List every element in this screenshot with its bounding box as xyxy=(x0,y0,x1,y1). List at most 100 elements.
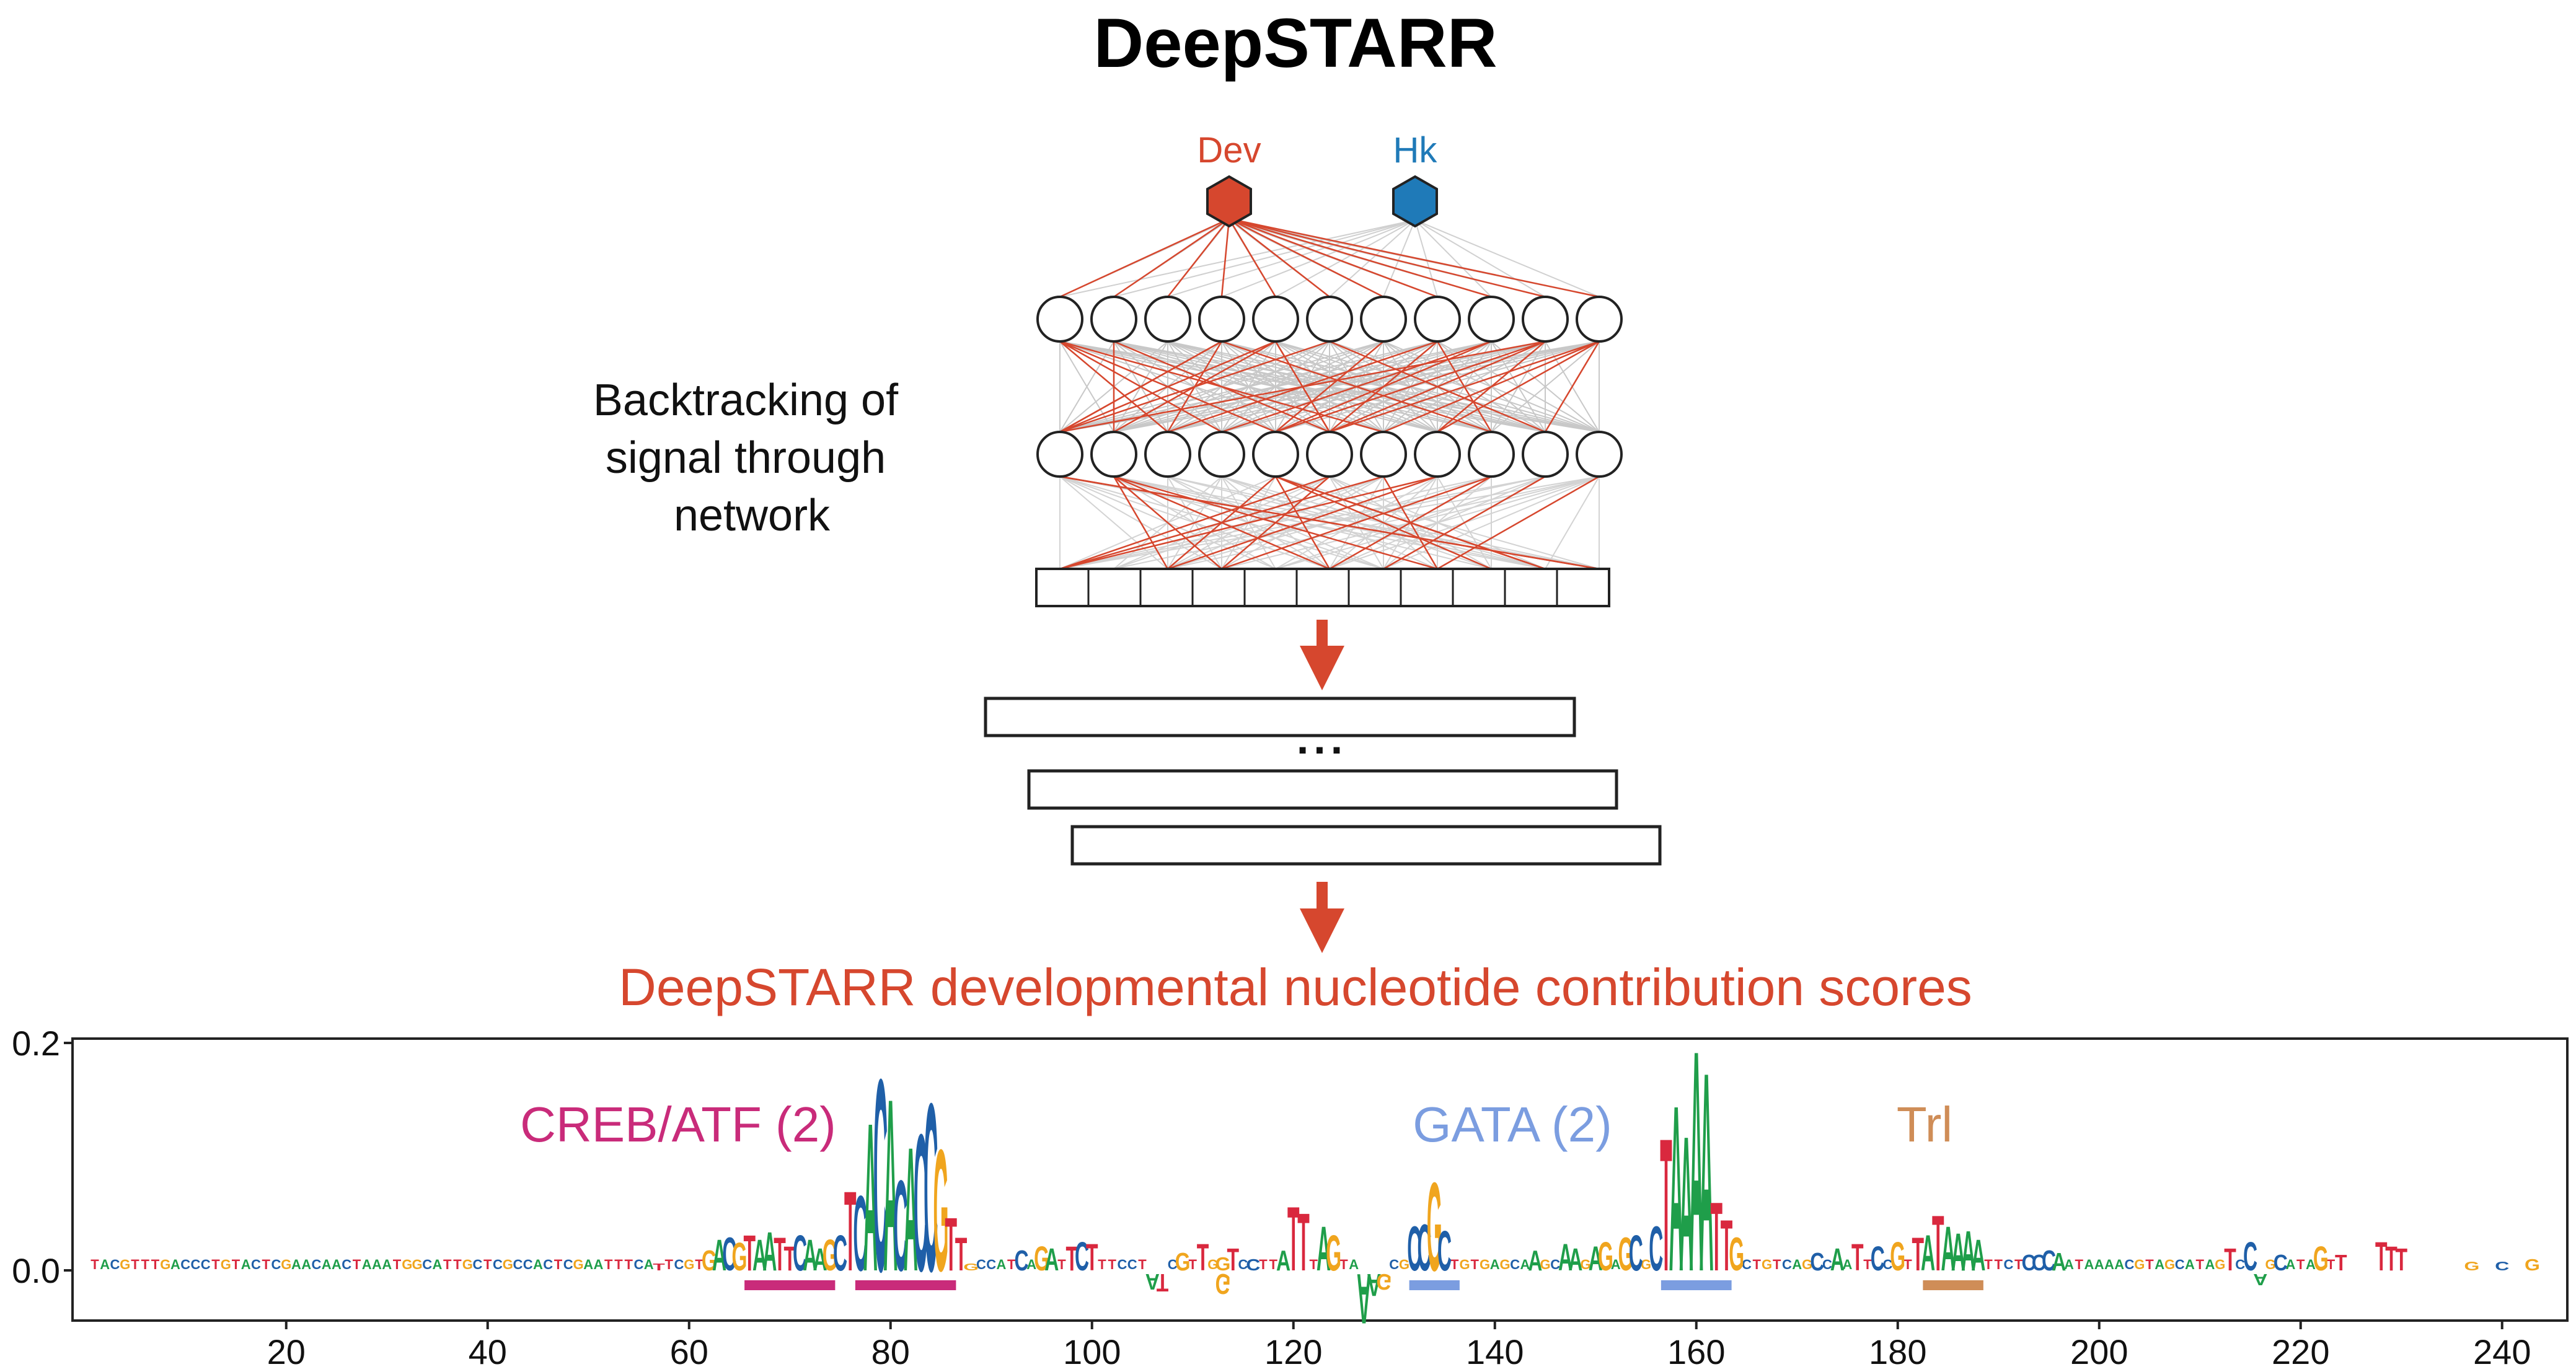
logo-letter: G xyxy=(1207,1257,1218,1272)
logo-letter: A xyxy=(2185,1257,2195,1272)
neuron-l1-1 xyxy=(1036,296,1083,343)
edge-red xyxy=(1228,218,1277,297)
edge-red xyxy=(1329,340,1546,433)
logo-peak-letter: G xyxy=(2525,1257,2540,1274)
edge-gray xyxy=(1383,476,1600,569)
x-tick-label: 20 xyxy=(267,1332,306,1371)
edge-red xyxy=(1228,218,1438,298)
logo-letter: A xyxy=(1490,1257,1500,1272)
x-tick-label: 240 xyxy=(2473,1332,2531,1371)
logo-peak-letter: T xyxy=(1721,1205,1733,1286)
backtracking-label: Backtracking of signal through network xyxy=(593,376,911,540)
edge-gray xyxy=(1059,341,1114,433)
logo-peak-letter: A xyxy=(1830,1242,1845,1278)
logo-peak-letter: A xyxy=(1276,1245,1290,1277)
logo-peak-letter: G xyxy=(1215,1268,1231,1299)
logo-peak-letter: C xyxy=(1246,1257,1260,1274)
logo-letter: G xyxy=(1399,1257,1409,1272)
backtracking-label-line-1: Backtracking of xyxy=(593,376,899,425)
edge-red xyxy=(1113,340,1276,433)
logo-letter: T xyxy=(2014,1257,2023,1272)
neuron-l2-2 xyxy=(1090,431,1137,478)
edge-gray xyxy=(1414,219,1492,297)
x-tick-label: 220 xyxy=(2272,1332,2329,1371)
logo-letter: T xyxy=(1108,1257,1117,1272)
logo-peak-letter: A xyxy=(1679,1096,1693,1311)
logo-peak-letter: C xyxy=(2243,1234,2257,1280)
logo-letter: T xyxy=(2296,1257,2305,1272)
logo-peak-letter: C xyxy=(1014,1245,1028,1277)
edge-gray xyxy=(1275,476,1600,569)
edge-gray xyxy=(1545,476,1600,569)
neuron-l1-9 xyxy=(1468,296,1515,343)
logo-letter: A xyxy=(301,1257,311,1272)
logo-letter: T xyxy=(1903,1257,1912,1272)
logo-peak-letter: T xyxy=(1197,1237,1209,1279)
network-edges-highlighted xyxy=(1059,218,1600,570)
logo-letter: T xyxy=(90,1257,99,1272)
logo-letter: T xyxy=(1450,1257,1459,1272)
logo-letter: C xyxy=(674,1257,684,1272)
logo-letter: T xyxy=(1269,1257,1278,1272)
logo-peak-letter: C xyxy=(722,1228,736,1281)
logo-peak-letter: A xyxy=(1669,1057,1683,1321)
logo-letter: G xyxy=(1459,1257,1470,1272)
x-tick-label: 140 xyxy=(1466,1332,1524,1371)
edge-red xyxy=(1113,475,1330,570)
logo-peak-letter: T xyxy=(783,1239,796,1278)
neuron-l1-11 xyxy=(1576,296,1623,343)
logo-letter: C xyxy=(271,1257,281,1272)
y-tick-label: 0.2 xyxy=(12,1024,60,1063)
logo-peak-letter: C xyxy=(1871,1239,1885,1278)
logo-peak-letter: A xyxy=(1921,1226,1935,1282)
edge-red xyxy=(1228,218,1492,298)
edge-gray xyxy=(1414,219,1600,297)
logo-letter: T xyxy=(2196,1257,2205,1272)
logo-peak-letter: T xyxy=(1932,1199,1944,1288)
x-tick-label: 40 xyxy=(469,1332,507,1371)
neuron-l2-10 xyxy=(1522,431,1569,478)
edge-red xyxy=(1329,340,1600,433)
logo-letter: C xyxy=(2235,1257,2245,1272)
logo-letter: C xyxy=(523,1257,533,1272)
logo-letter: C xyxy=(2175,1257,2185,1272)
edge-red xyxy=(1221,476,1330,569)
logo-peak-letter: C xyxy=(873,1021,888,1329)
logo-letter: T xyxy=(554,1257,563,1272)
logo-letter: C xyxy=(473,1257,483,1272)
sequence-window-3 xyxy=(1070,825,1662,866)
logo-peak-letter: T xyxy=(653,1262,665,1273)
logo-letter: C xyxy=(342,1257,351,1272)
logo-letter: T xyxy=(262,1257,271,1272)
output-label-dev: Dev xyxy=(1197,130,1261,170)
neuron-l2-6 xyxy=(1306,431,1353,478)
logo-peak-letter: T xyxy=(743,1226,756,1282)
logo-letter: A xyxy=(433,1257,443,1272)
logo-peak-letter: G xyxy=(1427,1156,1442,1298)
logo-peak-letter: C xyxy=(853,1174,867,1293)
logo-letter: A xyxy=(170,1257,180,1272)
edge-gray xyxy=(1414,219,1546,297)
logo-letter: C xyxy=(1127,1257,1137,1272)
ellipsis: ... xyxy=(1297,715,1348,763)
logo-letter: C xyxy=(2125,1257,2135,1272)
logo-letter: T xyxy=(2327,1257,2336,1272)
edge-red xyxy=(1437,475,1600,570)
logo-letter: T xyxy=(453,1257,462,1272)
edge-gray xyxy=(1414,219,1438,297)
y-tick-label: 0.0 xyxy=(12,1251,60,1290)
logo-peak-letter: G xyxy=(1326,1226,1341,1282)
neuron-l1-3 xyxy=(1144,296,1191,343)
logo-peak-letter: C xyxy=(1407,1215,1421,1285)
logo-peak-letter: T xyxy=(1065,1239,1078,1278)
neuron-l1-7 xyxy=(1360,296,1407,343)
logo-peak-letter: G xyxy=(702,1245,717,1277)
logo-letter: A xyxy=(533,1257,543,1272)
logo-letter: G xyxy=(573,1257,583,1272)
x-tick-label: 60 xyxy=(670,1332,708,1371)
logo-peak-letter: C xyxy=(1810,1247,1824,1276)
logo-peak-letter: A xyxy=(813,1242,827,1278)
neuron-l2-7 xyxy=(1360,431,1407,478)
logo-peak-letter: A xyxy=(1044,1242,1059,1278)
